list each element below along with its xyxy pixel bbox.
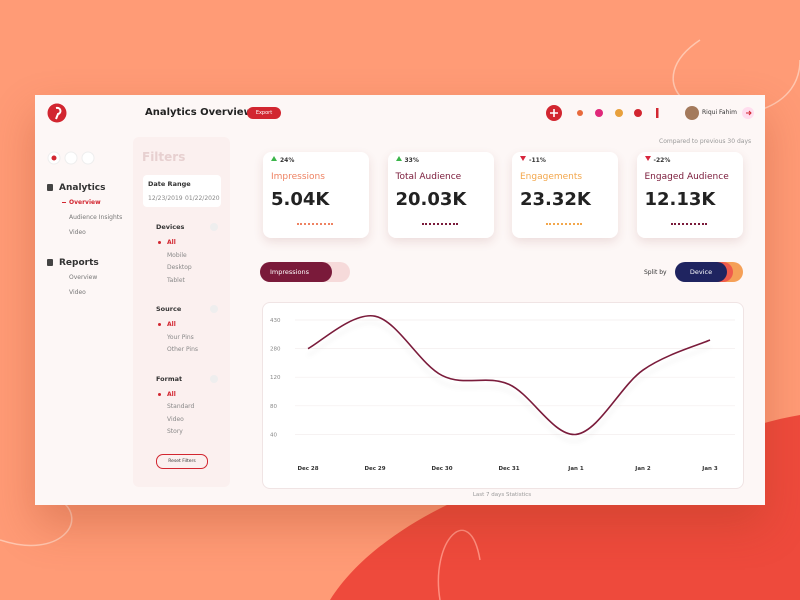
section-icon [47, 259, 53, 266]
x-tick-label: Dec 30 [431, 466, 452, 472]
toolbar-icons [546, 105, 699, 121]
filter-option[interactable]: Tablet [167, 276, 185, 284]
change-arrow [644, 156, 651, 161]
x-tick-label: Jan 3 [701, 466, 718, 472]
split-label: Split by [644, 269, 667, 276]
stat-value: 5.04K [271, 189, 330, 210]
stat-change: 24% [280, 157, 295, 164]
logo[interactable] [47, 103, 67, 123]
nav-item[interactable]: Audience Insights [69, 214, 123, 221]
stat-change: 33% [404, 157, 419, 164]
date-box [143, 175, 221, 207]
filter-option[interactable]: Your Pins [167, 333, 194, 341]
filter-option[interactable]: All [167, 390, 176, 398]
split-select[interactable]: Device [675, 262, 727, 282]
section-icon [47, 184, 53, 191]
export-button[interactable]: Export [247, 107, 281, 119]
date-label: Date Range [148, 180, 191, 188]
stat-label: Engagements [520, 172, 583, 182]
line-series [307, 315, 711, 436]
sparkline [670, 219, 707, 225]
comparison-note: Compared to previous 30 days [659, 138, 752, 145]
filter-group-title: Format [156, 374, 183, 383]
y-tick-label: 40 [270, 432, 277, 438]
chart-panel [262, 302, 744, 489]
stat-change: -11% [529, 157, 546, 164]
sparkline [546, 219, 582, 225]
x-tick-label: Dec 29 [364, 466, 385, 472]
nav-item[interactable]: Overview [69, 274, 98, 281]
x-tick-label: Jan 1 [567, 466, 584, 472]
filter-option[interactable]: Story [167, 428, 183, 435]
quick-icons [47, 151, 95, 165]
change-arrow [271, 156, 277, 161]
section-title[interactable]: Reports [59, 258, 99, 268]
filter-option[interactable]: All [167, 239, 176, 246]
filter-group-title: Devices [156, 223, 185, 231]
x-tick-label: Dec 31 [498, 466, 519, 472]
metric-select[interactable]: Impressions [260, 262, 332, 282]
stat-change: -22% [653, 157, 671, 164]
selected-dot [158, 392, 161, 396]
stat-label: Impressions [271, 172, 325, 182]
nav-item[interactable]: Video [69, 289, 86, 296]
stat-value: 23.32K [520, 189, 591, 210]
change-arrow [395, 156, 402, 161]
nav-item[interactable]: Video [69, 229, 86, 236]
active-arrow [62, 202, 66, 203]
stat-label: Engaged Audience [644, 172, 729, 182]
app-window: Analytics Overview Export Riqui Fahim Co… [35, 95, 765, 505]
filter-option[interactable]: Standard [167, 403, 195, 410]
user-name: Riqui Fahim [702, 109, 737, 116]
filter-option[interactable]: Other Pins [167, 346, 199, 353]
section-title[interactable]: Analytics [59, 183, 106, 193]
filter-option[interactable]: Mobile [167, 251, 187, 259]
y-tick-label: 120 [270, 375, 281, 381]
sparkline [421, 219, 458, 225]
change-arrow [520, 156, 526, 161]
stat-value: 12.13K [644, 189, 716, 210]
filters-title: Filters [142, 150, 186, 164]
y-tick-label: 430 [270, 318, 281, 324]
filter-option[interactable]: All [167, 321, 176, 328]
page-title: Analytics Overview [145, 107, 253, 118]
selected-dot [158, 323, 161, 326]
stat-label: Total Audience [395, 172, 462, 182]
help-icon [210, 223, 218, 231]
y-tick-label: 80 [270, 404, 277, 410]
nav-item[interactable]: Overview [69, 199, 101, 206]
x-tick-label: Dec 28 [297, 466, 318, 472]
logout-icon[interactable] [741, 106, 755, 120]
help-icon [210, 305, 218, 313]
selected-dot [158, 241, 161, 244]
stat-value: 20.03K [395, 189, 467, 210]
reset-button[interactable]: Reset Filters [156, 454, 208, 469]
chart-caption: Last 7 days Statistics [473, 492, 531, 498]
date-start[interactable]: 12/23/2019 [148, 195, 183, 202]
filter-group-title: Source [156, 305, 182, 313]
x-tick-label: Jan 2 [634, 466, 651, 472]
y-tick-label: 280 [270, 347, 281, 353]
help-icon [210, 374, 218, 383]
filter-option[interactable]: Video [167, 415, 184, 423]
chart: 430 280 120 80 40 Dec 28 Dec 29 Dec 30 Dec 31 Jan… [270, 315, 735, 498]
filter-option[interactable]: Desktop [167, 264, 192, 271]
date-end[interactable]: 01/22/2020 [185, 195, 220, 202]
sparkline [297, 219, 333, 225]
